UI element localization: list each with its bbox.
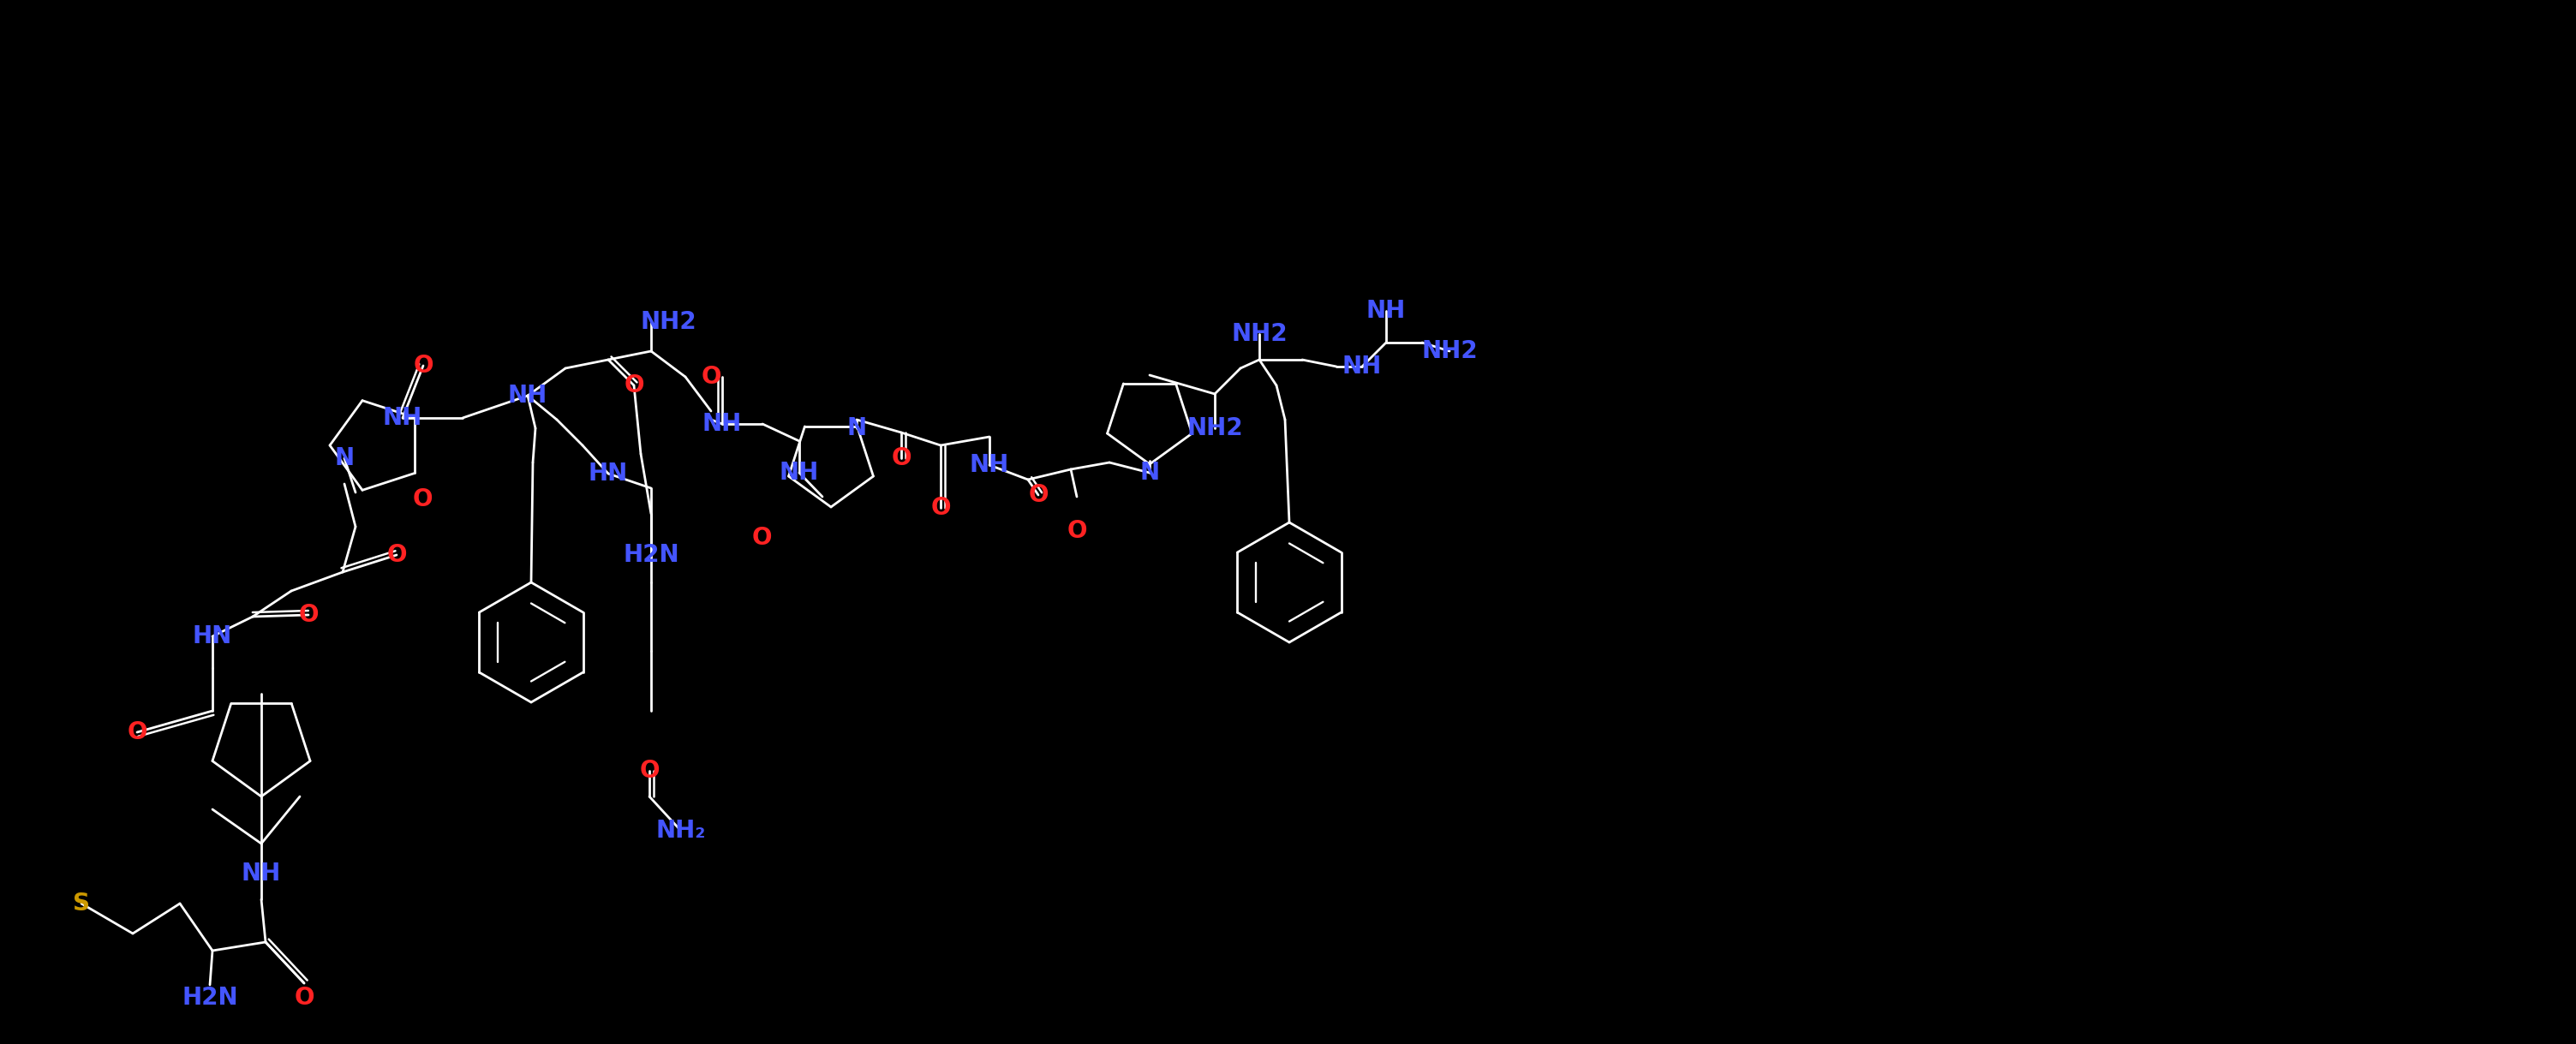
Text: O: O <box>412 354 433 378</box>
Text: NH2: NH2 <box>1231 322 1288 346</box>
Text: O: O <box>386 543 407 567</box>
Text: O: O <box>299 603 319 626</box>
Text: H2N: H2N <box>623 543 680 567</box>
Text: O: O <box>1028 483 1048 507</box>
Text: N: N <box>335 446 355 470</box>
Text: O: O <box>752 526 773 550</box>
Text: NH: NH <box>507 384 549 407</box>
Text: N: N <box>1139 460 1159 484</box>
Text: O: O <box>126 720 147 744</box>
Text: NH: NH <box>1342 355 1381 379</box>
Text: NH₂: NH₂ <box>657 818 706 843</box>
Text: HN: HN <box>193 624 232 648</box>
Text: NH: NH <box>703 412 742 436</box>
Text: H2N: H2N <box>183 986 237 1010</box>
Text: O: O <box>623 374 644 398</box>
Text: NH2: NH2 <box>639 310 696 334</box>
Text: NH: NH <box>242 861 281 885</box>
Text: O: O <box>412 488 433 512</box>
Text: NH2: NH2 <box>1188 417 1242 441</box>
Text: O: O <box>639 759 659 783</box>
Text: O: O <box>294 986 314 1010</box>
Text: HN: HN <box>587 461 629 485</box>
Text: NH: NH <box>781 460 819 484</box>
Text: NH: NH <box>969 453 1010 477</box>
Text: N: N <box>848 417 866 441</box>
Text: O: O <box>930 496 951 520</box>
Text: O: O <box>891 446 912 470</box>
Text: NH2: NH2 <box>1422 339 1479 363</box>
Text: NH: NH <box>384 406 422 430</box>
Text: NH: NH <box>1365 299 1406 323</box>
Text: O: O <box>701 364 721 388</box>
Text: O: O <box>1066 519 1087 543</box>
Text: S: S <box>72 892 90 916</box>
